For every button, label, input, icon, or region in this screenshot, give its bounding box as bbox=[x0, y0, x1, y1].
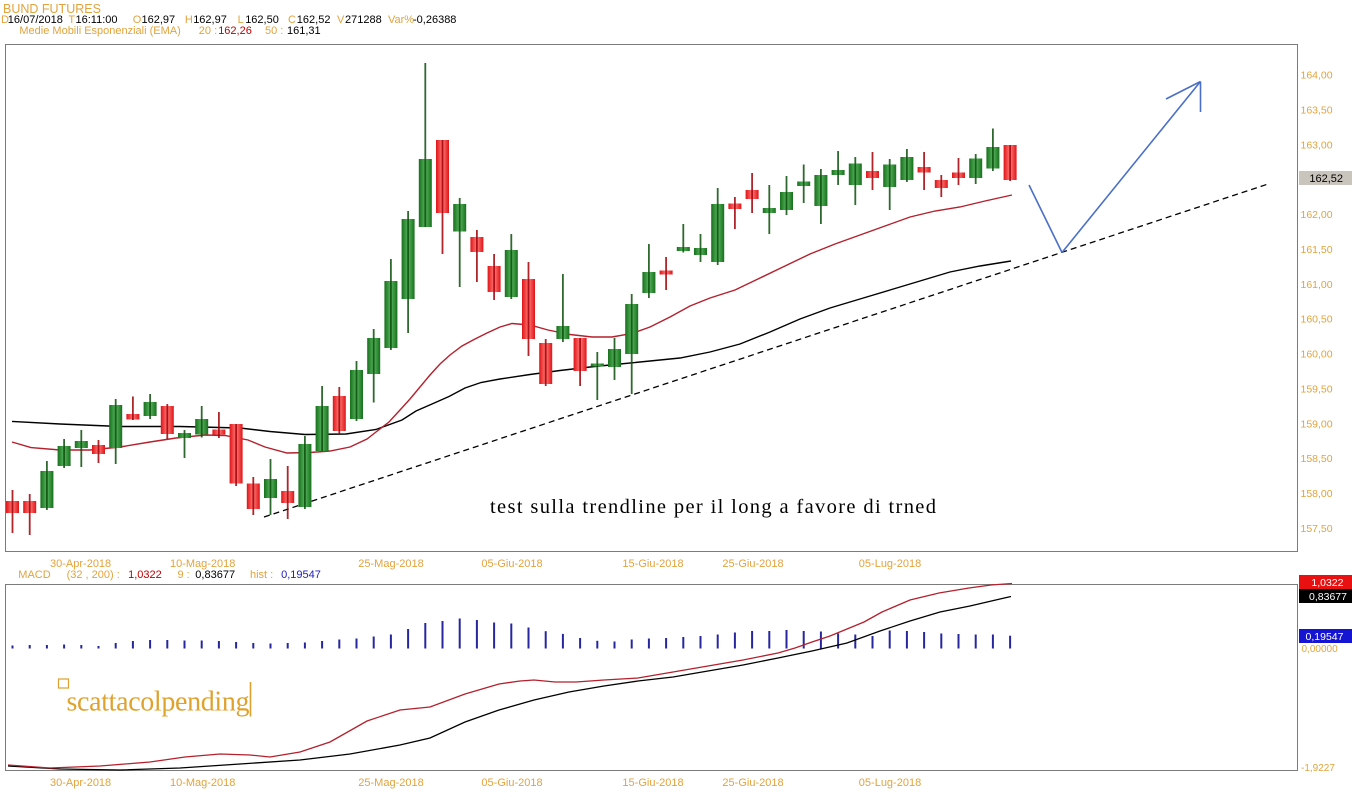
svg-text:0,83677: 0,83677 bbox=[1309, 591, 1347, 603]
svg-text:05-Giu-2018: 05-Giu-2018 bbox=[481, 558, 542, 570]
svg-text:162,00: 162,00 bbox=[1301, 209, 1333, 221]
svg-text:05-Lug-2018: 05-Lug-2018 bbox=[859, 777, 921, 789]
svg-text:159,00: 159,00 bbox=[1301, 418, 1333, 430]
svg-text:0,00000: 0,00000 bbox=[1302, 644, 1339, 655]
svg-text:162,52: 162,52 bbox=[1309, 173, 1343, 185]
svg-text:161,50: 161,50 bbox=[1301, 244, 1333, 256]
svg-text:158,00: 158,00 bbox=[1301, 488, 1333, 500]
svg-text:05-Lug-2018: 05-Lug-2018 bbox=[859, 558, 921, 570]
svg-text:10-Mag-2018: 10-Mag-2018 bbox=[170, 777, 235, 789]
svg-text:163,50: 163,50 bbox=[1301, 104, 1333, 116]
svg-text:30-Apr-2018: 30-Apr-2018 bbox=[50, 777, 111, 789]
svg-text:158,50: 158,50 bbox=[1301, 453, 1333, 465]
svg-text:160,00: 160,00 bbox=[1301, 349, 1333, 361]
svg-text:15-Giu-2018: 15-Giu-2018 bbox=[622, 777, 683, 789]
svg-text:160,50: 160,50 bbox=[1301, 314, 1333, 326]
svg-text:161,00: 161,00 bbox=[1301, 279, 1333, 291]
svg-text:159,50: 159,50 bbox=[1301, 384, 1333, 396]
svg-text:163,00: 163,00 bbox=[1301, 139, 1333, 151]
svg-text:1,0322: 1,0322 bbox=[1311, 577, 1343, 589]
svg-text:25-Giu-2018: 25-Giu-2018 bbox=[722, 777, 783, 789]
svg-text:164,00: 164,00 bbox=[1301, 70, 1333, 82]
svg-text:25-Mag-2018: 25-Mag-2018 bbox=[358, 558, 423, 570]
svg-text:-1,9227: -1,9227 bbox=[1301, 763, 1335, 774]
svg-text:0,19547: 0,19547 bbox=[1306, 631, 1344, 643]
svg-text:157,50: 157,50 bbox=[1301, 523, 1333, 535]
svg-text:15-Giu-2018: 15-Giu-2018 bbox=[622, 558, 683, 570]
svg-text:25-Mag-2018: 25-Mag-2018 bbox=[358, 777, 423, 789]
svg-text:test sulla trendline per il lo: test sulla trendline per il long a favor… bbox=[490, 496, 936, 518]
svg-text:10-Mag-2018: 10-Mag-2018 bbox=[170, 558, 235, 570]
svg-text:scattacolpending: scattacolpending bbox=[67, 687, 250, 718]
svg-text:05-Giu-2018: 05-Giu-2018 bbox=[481, 777, 542, 789]
svg-text:30-Apr-2018: 30-Apr-2018 bbox=[50, 558, 111, 570]
svg-text:25-Giu-2018: 25-Giu-2018 bbox=[722, 558, 783, 570]
